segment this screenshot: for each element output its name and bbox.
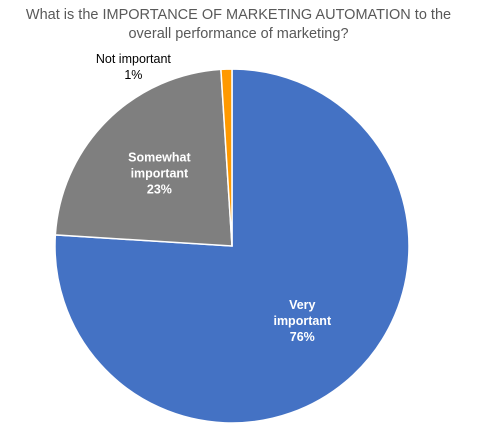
chart-title-line-1: What is the IMPORTANCE OF MARKETING AUTO… [25,7,452,23]
data-label-very-important: Very important 76% [273,298,331,344]
data-label-not-important-line-1: Not important [96,52,172,66]
chart-title-line-2: overall performance of marketing? [128,26,349,42]
data-label-somewhat-important: Somewhat important 23% [128,150,191,196]
data-label-somewhat-important-value: 23% [147,182,172,196]
data-label-very-important-value: 76% [290,330,315,344]
pie-slice-somewhat-important [54,68,233,247]
data-label-very-important-line-2: important [273,314,331,328]
pie-slice-not-important [220,68,233,247]
data-label-very-important-line-1: Very [289,298,315,312]
pie-slices [54,68,410,424]
data-label-not-important-value: 1% [124,68,142,82]
pie-labels: Very important 76% Somewhat important 23% Not … [96,52,332,344]
data-label-not-important: Not important 1% [96,52,172,82]
chart-title: What is the IMPORTANCE OF MARKETING AUTO… [0,6,477,44]
pie-slice-very-important [54,68,410,424]
data-label-somewhat-important-line-1: Somewhat [128,150,191,164]
data-label-somewhat-important-line-2: important [131,166,189,180]
